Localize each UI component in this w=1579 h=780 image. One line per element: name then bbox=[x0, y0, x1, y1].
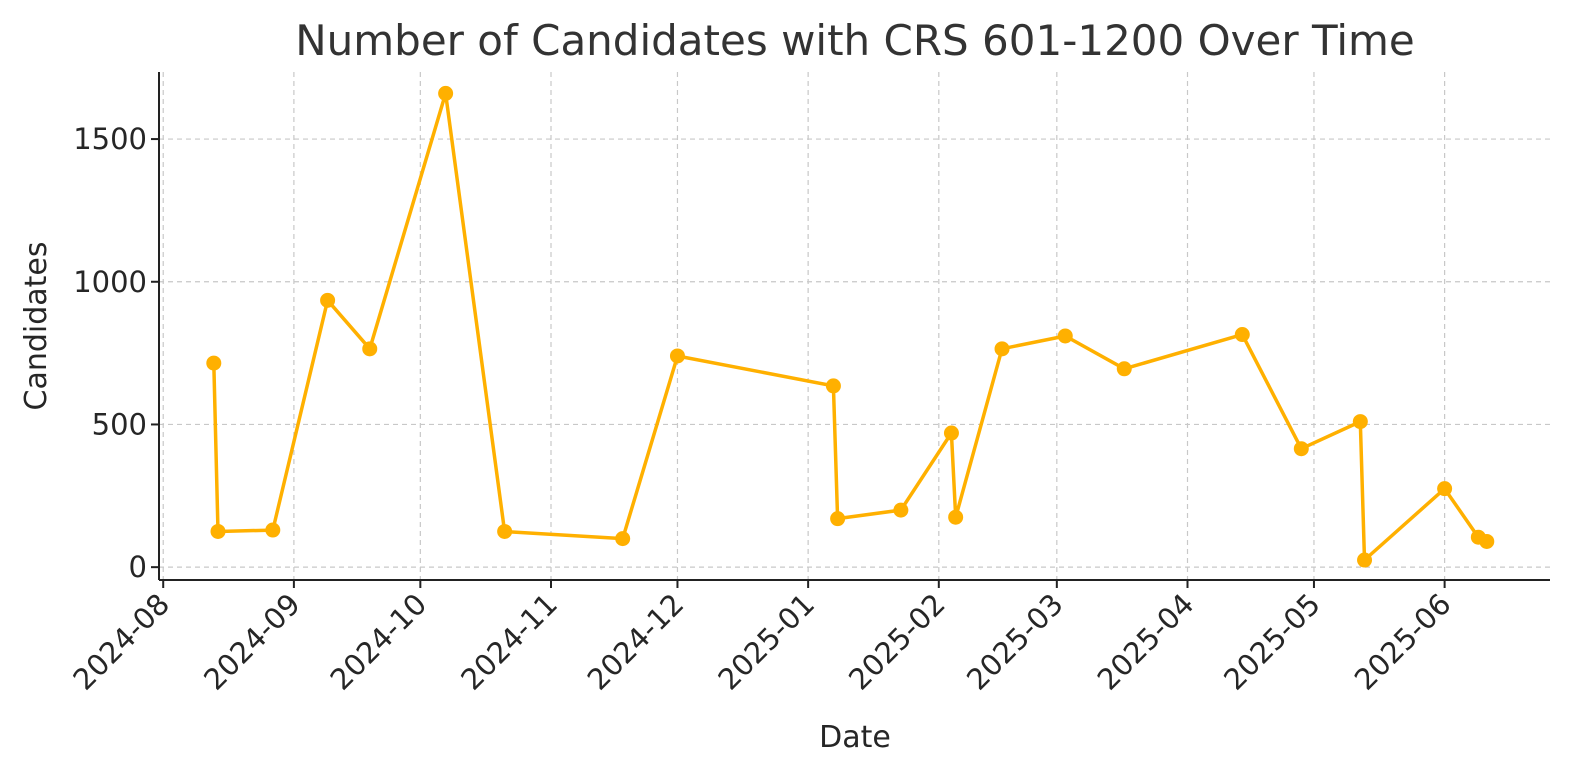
x-axis-label: Date bbox=[819, 720, 891, 755]
x-tick-label: 2025-04 bbox=[1091, 587, 1201, 697]
x-tick-label: 2025-02 bbox=[842, 587, 952, 697]
data-point bbox=[893, 502, 909, 518]
data-point bbox=[497, 523, 513, 539]
data-point bbox=[943, 425, 959, 441]
x-tick-label: 2025-03 bbox=[960, 587, 1070, 697]
data-point bbox=[320, 292, 336, 308]
y-axis-label: Candidates bbox=[19, 242, 54, 411]
axes bbox=[158, 72, 1550, 581]
data-point bbox=[1234, 327, 1250, 343]
y-axis-ticks: 0 500 1000 1500 bbox=[73, 122, 159, 584]
x-tick-label: 2024-10 bbox=[324, 587, 434, 697]
data-point bbox=[265, 522, 281, 538]
data-point bbox=[438, 85, 454, 101]
data-point bbox=[1057, 328, 1073, 344]
series-line bbox=[212, 91, 1488, 562]
data-point bbox=[1479, 533, 1495, 549]
y-tick-label: 1000 bbox=[73, 265, 147, 299]
data-series bbox=[206, 85, 1495, 568]
y-tick-label: 1500 bbox=[73, 122, 147, 156]
x-tick-label: 2024-11 bbox=[454, 587, 564, 697]
data-point bbox=[1352, 414, 1368, 430]
y-tick-label: 500 bbox=[92, 407, 147, 441]
data-point bbox=[210, 523, 226, 539]
data-point bbox=[1437, 481, 1453, 497]
x-tick-label: 2025-01 bbox=[711, 587, 821, 697]
x-tick-label: 2025-05 bbox=[1217, 587, 1327, 697]
x-axis-ticks: 2024-08 2024-09 2024-10 2024-11 2024-12 2025-… bbox=[66, 580, 1458, 697]
x-tick-label: 2024-09 bbox=[197, 587, 307, 697]
data-point bbox=[1116, 361, 1132, 377]
x-tick-label: 2024-08 bbox=[66, 587, 176, 697]
chart-title: Number of Candidates with CRS 601-1200 O… bbox=[295, 16, 1415, 65]
data-point bbox=[948, 509, 964, 525]
data-point bbox=[830, 511, 846, 527]
x-tick-label: 2025-06 bbox=[1348, 587, 1458, 697]
data-point bbox=[615, 531, 631, 547]
data-point bbox=[825, 378, 841, 394]
data-point bbox=[362, 341, 378, 357]
data-point bbox=[994, 341, 1010, 357]
data-point bbox=[1357, 552, 1373, 568]
grid bbox=[159, 72, 1550, 580]
y-tick-label: 0 bbox=[129, 550, 147, 584]
data-point bbox=[669, 348, 685, 364]
x-tick-label: 2024-12 bbox=[581, 587, 691, 697]
data-point bbox=[206, 355, 222, 371]
data-point bbox=[1293, 441, 1309, 457]
